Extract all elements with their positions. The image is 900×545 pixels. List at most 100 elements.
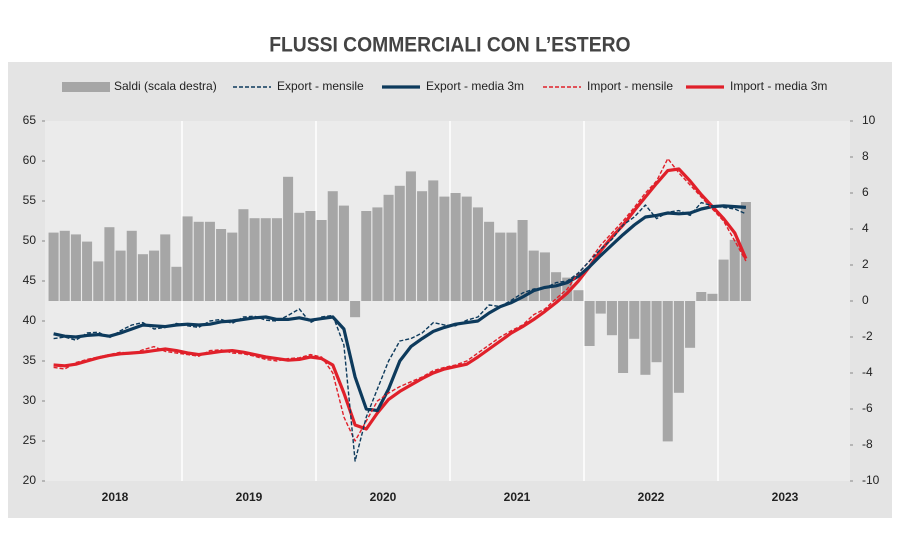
bar <box>149 250 160 301</box>
bar <box>696 292 707 301</box>
y-tick-label: 30 <box>23 393 37 407</box>
bar <box>528 250 539 301</box>
y2-tick-label: -6 <box>862 401 873 415</box>
bar <box>137 254 148 301</box>
line <box>53 201 747 462</box>
bar <box>104 227 115 301</box>
x-tick-label: 2022 <box>638 490 665 504</box>
bar <box>595 301 606 314</box>
legend-label: Import - mensile <box>587 79 673 93</box>
line <box>53 167 748 431</box>
y-tick-label: 50 <box>23 233 37 247</box>
bar <box>461 196 472 301</box>
bar <box>160 234 171 301</box>
bar <box>472 207 483 301</box>
y2-tick-label: -10 <box>862 473 880 487</box>
bar <box>606 301 617 336</box>
bar <box>338 205 349 301</box>
bar <box>193 221 204 301</box>
bar <box>383 194 394 301</box>
bar <box>673 301 684 393</box>
bar <box>238 209 249 301</box>
bar <box>48 232 59 301</box>
legend-label: Export - media 3m <box>426 79 524 93</box>
bar <box>629 301 640 339</box>
y2-tick-label: 4 <box>862 221 869 235</box>
bar <box>115 250 126 301</box>
y2-tick-label: -4 <box>862 365 873 379</box>
bar <box>361 211 372 301</box>
bar <box>350 301 361 318</box>
bar <box>718 259 729 301</box>
legend-label: Import - media 3m <box>730 79 827 93</box>
bar <box>428 180 439 301</box>
bar <box>93 261 104 301</box>
bar <box>495 232 506 301</box>
bar <box>651 301 662 363</box>
bar <box>439 196 450 301</box>
bar <box>484 221 495 301</box>
y2-tick-label: -8 <box>862 437 873 451</box>
x-tick-label: 2023 <box>772 490 799 504</box>
bar <box>417 191 428 301</box>
bar <box>59 230 70 301</box>
y2-tick-label: 0 <box>862 293 869 307</box>
x-tick-label: 2019 <box>236 490 263 504</box>
bar <box>517 220 528 301</box>
bar <box>707 293 718 301</box>
bar <box>294 212 305 301</box>
y2-tick-label: 2 <box>862 257 869 271</box>
y2-tick-label: 6 <box>862 185 869 199</box>
bar <box>539 252 550 301</box>
line <box>53 204 747 413</box>
legend-label: Saldi (scala destra) <box>114 79 217 93</box>
y-tick-label: 20 <box>23 473 37 487</box>
y-tick-label: 60 <box>23 153 37 167</box>
y-tick-label: 65 <box>23 113 37 127</box>
line <box>53 157 747 442</box>
bar <box>394 185 405 301</box>
bar <box>584 301 595 346</box>
bar <box>70 234 81 301</box>
bar <box>405 171 416 301</box>
y2-tick-label: -2 <box>862 329 873 343</box>
bar <box>316 220 327 301</box>
bar <box>182 216 193 301</box>
y-tick-label: 55 <box>23 193 37 207</box>
x-tick-label: 2021 <box>504 490 531 504</box>
y2-tick-label: 8 <box>862 149 869 163</box>
bar <box>204 221 215 301</box>
bar <box>82 241 93 301</box>
bar <box>249 218 260 301</box>
bar <box>740 202 751 301</box>
bar <box>260 218 271 301</box>
bar <box>573 290 584 301</box>
x-tick-label: 2018 <box>102 490 129 504</box>
y-tick-label: 35 <box>23 353 37 367</box>
bar <box>640 301 651 375</box>
y-tick-label: 25 <box>23 433 37 447</box>
bar <box>283 176 294 301</box>
bar <box>372 207 383 301</box>
bar <box>662 301 673 442</box>
bar <box>216 229 227 301</box>
bar <box>271 218 282 301</box>
legend-label: Export - mensile <box>277 79 364 93</box>
bar <box>126 230 137 301</box>
bar <box>685 301 696 348</box>
bar <box>171 266 182 301</box>
y-tick-label: 40 <box>23 313 37 327</box>
y2-tick-label: 10 <box>862 113 876 127</box>
y-tick-label: 45 <box>23 273 37 287</box>
chart-title: FLUSSI COMMERCIALI CON L’ESTERO <box>269 34 630 57</box>
bar <box>729 239 740 301</box>
legend-swatch <box>62 82 110 92</box>
x-tick-label: 2020 <box>370 490 397 504</box>
bar <box>327 191 338 301</box>
bar <box>450 193 461 301</box>
bar <box>618 301 629 373</box>
bar <box>506 232 517 301</box>
bar <box>305 211 316 301</box>
bar <box>227 232 238 301</box>
